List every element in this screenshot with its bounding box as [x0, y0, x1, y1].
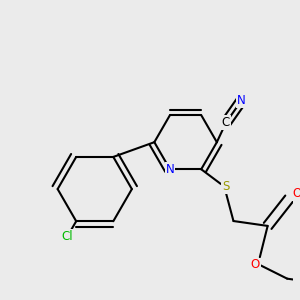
Text: N: N: [237, 94, 246, 107]
Text: S: S: [222, 180, 229, 193]
Text: O: O: [292, 187, 300, 200]
Text: C: C: [222, 116, 230, 129]
Text: N: N: [166, 163, 174, 176]
Text: O: O: [250, 259, 260, 272]
Text: Cl: Cl: [61, 230, 73, 243]
